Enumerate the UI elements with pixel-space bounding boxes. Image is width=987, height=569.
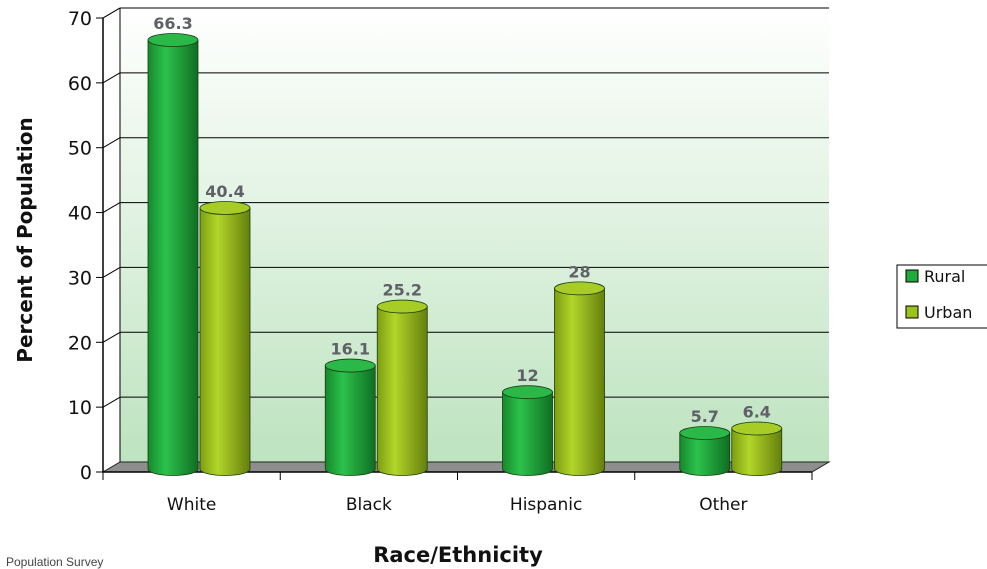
bar-body [324, 365, 376, 476]
data-labels: 66.3 16.1 12 5.7 40.4 25.2 28 6.4 [153, 14, 771, 426]
bar-body [554, 288, 605, 476]
bar-top [502, 385, 553, 400]
gridline-diagonal [102, 72, 121, 84]
y-tick-labels: 0 10 20 30 40 50 60 70 [68, 8, 92, 484]
bar-body [731, 428, 783, 476]
bar-rural-black [324, 358, 376, 476]
data-label: 25.2 [383, 281, 422, 300]
x-axis-label: Race/Ethnicity [373, 543, 543, 567]
x-tick-label: Hispanic [510, 495, 582, 515]
y-axis-label: Percent of Population [13, 117, 37, 362]
data-label: 5.7 [691, 407, 719, 426]
bar-body [199, 207, 251, 476]
gridline-diagonal [102, 202, 121, 214]
gridline-diagonal [102, 396, 121, 408]
bar-urban-white [199, 201, 251, 476]
data-label: 28 [568, 262, 590, 281]
bar-rural-white [147, 33, 199, 476]
bar-rural-other [679, 426, 731, 476]
bar-top [554, 281, 605, 296]
bar-body [376, 306, 428, 476]
bar-rural-hispanic [502, 385, 553, 476]
bar-top [324, 358, 376, 373]
data-label: 12 [516, 366, 538, 385]
bar-top [679, 426, 731, 440]
y-tick-label: 30 [68, 267, 92, 289]
y-tick-label: 0 [80, 462, 92, 484]
y-tick-label: 40 [68, 203, 92, 225]
gridline-diagonal [102, 266, 121, 278]
bar-top [199, 201, 251, 215]
data-label: 40.4 [205, 182, 244, 201]
legend-swatch-rural [905, 269, 919, 283]
gridline-diagonal [102, 331, 121, 343]
bar-urban-other [731, 421, 783, 476]
x-tick-label: Black [346, 495, 392, 515]
y-tick-label: 50 [68, 138, 92, 160]
gridline-diagonal [102, 137, 121, 149]
bars [147, 33, 783, 476]
x-tick-label: Other [699, 495, 747, 515]
bar-body [147, 39, 199, 476]
y-tick-label: 60 [68, 73, 92, 95]
y-tick-label: 20 [68, 332, 92, 354]
data-label: 6.4 [743, 402, 771, 421]
bar-urban-hispanic [554, 281, 605, 476]
x-tick-label: White [167, 495, 216, 515]
bar-top [147, 33, 199, 47]
y-tick-label: 70 [68, 8, 92, 30]
data-label: 16.1 [331, 340, 370, 359]
legend-label-rural: Rural [924, 267, 965, 286]
bar-top [731, 421, 783, 436]
legend-swatch-urban [905, 305, 919, 319]
bar-top [376, 299, 428, 314]
legend: Rural Urban [896, 264, 987, 329]
plot-background [120, 8, 829, 462]
legend-label-urban: Urban [924, 303, 972, 322]
bar-body [679, 432, 731, 476]
y-axis-top [102, 7, 121, 19]
source-note: Population Survey [6, 555, 103, 569]
bar-urban-black [376, 299, 428, 476]
data-label: 66.3 [153, 14, 192, 33]
y-tick-label: 10 [68, 397, 92, 419]
x-tick-labels: White Black Hispanic Other [167, 495, 748, 515]
bar-body [502, 391, 553, 476]
